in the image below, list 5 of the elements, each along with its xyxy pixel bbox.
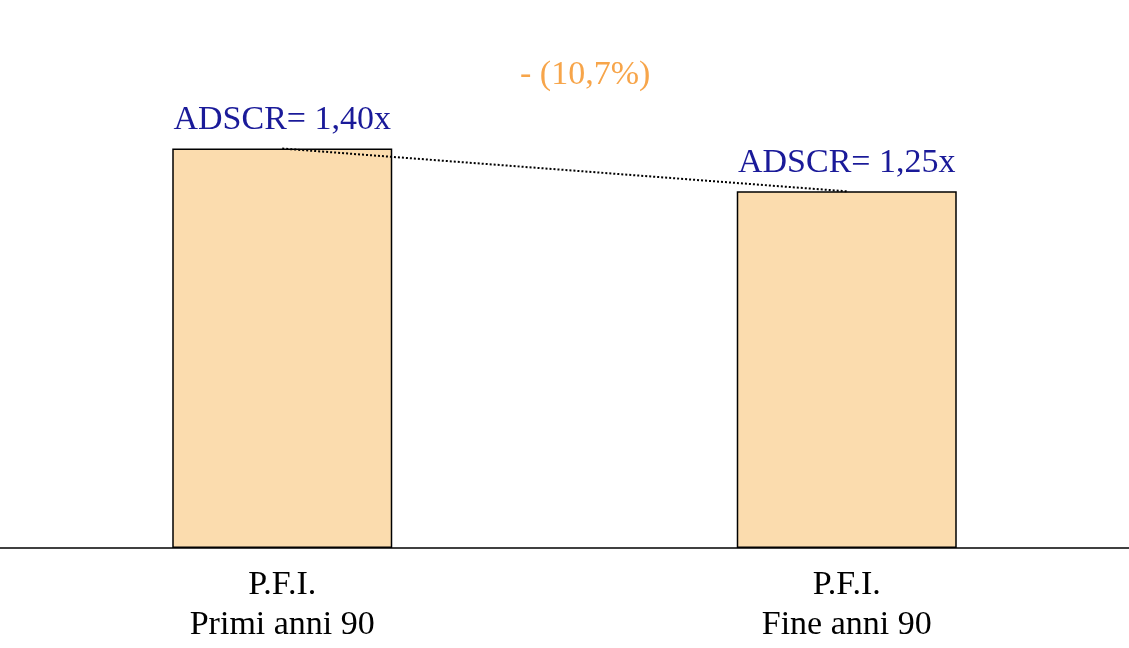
text: - (10,7%) <box>520 53 651 92</box>
data-label: ADSCR= 1,40x <box>173 99 392 137</box>
x-tick-label: P.F.I. Fine anni 90 <box>761 563 932 641</box>
x-tick-label: P.F.I. Primi anni 90 <box>189 563 375 641</box>
data-label: ADSCR= 1,25x <box>737 141 956 179</box>
